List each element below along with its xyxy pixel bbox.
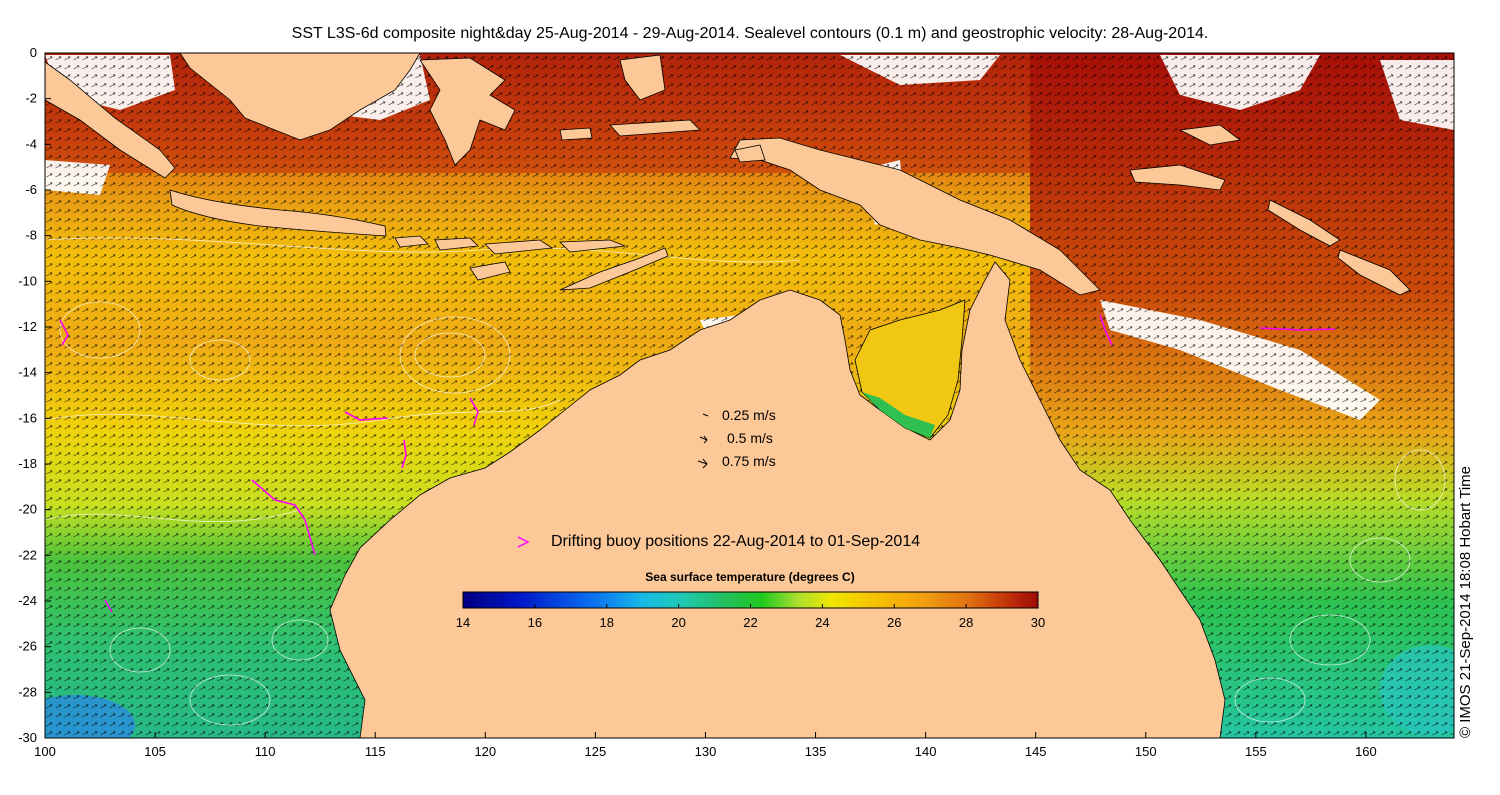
x-tick-label: 155: [1245, 744, 1267, 759]
y-tick-label: -12: [18, 319, 37, 334]
sumatra: [45, 61, 176, 179]
buoy-legend: Drifting buoy positions 22-Aug-2014 to 0…: [517, 533, 920, 550]
java: [169, 189, 387, 237]
y-tick-label: -26: [18, 639, 37, 654]
buoy-tracks: [59, 314, 1336, 613]
x-tick-label: 110: [255, 744, 276, 759]
x-tick-label: 160: [1355, 744, 1377, 759]
map-title: SST L3S-6d composite night&day 25-Aug-20…: [292, 25, 1209, 42]
australia: [329, 261, 1226, 738]
plot-area: [45, 53, 1454, 738]
new-guinea: [729, 137, 1101, 296]
y-tick-label: 0: [30, 45, 37, 60]
y-tick-label: -10: [18, 273, 37, 288]
x-tick-label: 130: [695, 744, 717, 759]
gulf-coastal: [862, 392, 935, 438]
buoy-marker-icon: [517, 536, 530, 548]
y-tick-label: -22: [18, 547, 37, 562]
plot-frame: [44, 52, 1455, 739]
y-axis: 0 -2 -4 -6 -8 -10 -12 -14 -16 -18 -20 -22 -24 -26 -28 -…: [18, 45, 51, 745]
x-tick-label: 135: [805, 744, 827, 759]
sealevel-contours: [45, 237, 1446, 726]
y-tick-label: -14: [18, 365, 37, 380]
colorbar-tick-label: 24: [815, 615, 829, 630]
x-tick-label: 145: [1025, 744, 1047, 759]
y-tick-label: -6: [25, 182, 37, 197]
colorbar-tick-label: 20: [671, 615, 685, 630]
y-tick-label: -16: [18, 410, 37, 425]
velocity-legend-item: 0.75 m/s: [722, 453, 776, 469]
sulawesi: [419, 57, 516, 166]
borneo: [179, 53, 421, 141]
x-tick-label: 100: [34, 744, 56, 759]
colorbar-ticks: 14 16 18 20 22 24 26 28 30: [456, 604, 1045, 630]
colorbar-tick-label: 14: [456, 615, 470, 630]
colorbar-tick-label: 22: [743, 615, 757, 630]
x-tick-label: 140: [915, 744, 937, 759]
colorbar-tick-label: 26: [887, 615, 901, 630]
x-tick-label: 150: [1135, 744, 1157, 759]
y-tick-label: -28: [18, 684, 37, 699]
colorbar-tick-label: 18: [600, 615, 614, 630]
x-tick-label: 125: [585, 744, 607, 759]
velocity-legend-item: 0.25 m/s: [722, 407, 776, 423]
y-tick-label: -24: [18, 593, 37, 608]
velocity-legend-item: 0.5 m/s: [727, 430, 773, 446]
x-tick-label: 105: [144, 744, 166, 759]
buoy-legend-label: Drifting buoy positions 22-Aug-2014 to 0…: [551, 533, 920, 550]
land: [45, 53, 1411, 738]
colorbar-title: Sea surface temperature (degrees C): [645, 570, 854, 584]
colorbar-tick-label: 28: [959, 615, 973, 630]
colorbar-tick-label: 16: [528, 615, 542, 630]
velocity-legend: 0.25 m/s 0.5 m/s 0.75 m/s: [697, 407, 776, 469]
colorbar-tick-label: 30: [1031, 615, 1045, 630]
y-tick-label: -8: [25, 228, 37, 243]
y-tick-label: -4: [25, 136, 37, 151]
y-tick-label: -20: [18, 502, 37, 517]
credit-text: © IMOS 21-Sep-2014 18:08 Hobart Time: [1457, 466, 1474, 738]
y-tick-label: -18: [18, 456, 37, 471]
x-axis: 100 105 110 115 120 125 130 135 140 145 150 155 160: [34, 732, 1377, 759]
x-tick-label: 120: [474, 744, 496, 759]
colorbar: Sea surface temperature (degrees C) 14 16…: [456, 570, 1045, 630]
x-tick-label: 115: [365, 744, 386, 759]
y-tick-label: -2: [25, 91, 37, 106]
timor: [559, 247, 669, 291]
y-tick-label: -30: [18, 730, 37, 745]
